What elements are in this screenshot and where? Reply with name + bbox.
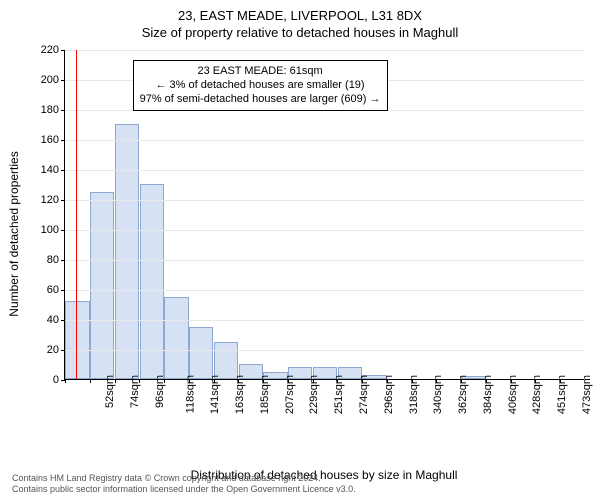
y-tick-label: 80: [31, 254, 59, 266]
x-tick-label: 296sqm: [383, 375, 395, 414]
x-tick-label: 141sqm: [210, 375, 222, 414]
x-tick-mark: [461, 379, 462, 383]
chart-title-line2: Size of property relative to detached ho…: [6, 25, 594, 40]
x-tick-label: 384sqm: [482, 375, 494, 414]
annotation-line1: 23 EAST MEADE: 61sqm: [140, 64, 381, 78]
x-tick-label: 251sqm: [333, 375, 345, 414]
x-tick-label: 428sqm: [531, 375, 543, 414]
x-tick-label: 274sqm: [358, 375, 370, 414]
gridline: [65, 350, 584, 351]
x-tick-mark: [535, 379, 536, 383]
footer-line2: Contains public sector information licen…: [12, 484, 588, 496]
y-tick-mark: [61, 140, 65, 141]
x-tick-mark: [436, 379, 437, 383]
chart-wrap: Number of detached properties 0204060801…: [6, 44, 594, 424]
gridline: [65, 50, 584, 51]
x-tick-mark: [115, 379, 116, 383]
x-tick-label: 118sqm: [184, 375, 196, 413]
x-tick-mark: [90, 379, 91, 383]
histogram-bar: [189, 327, 213, 380]
gridline: [65, 170, 584, 171]
y-tick-label: 180: [31, 104, 59, 116]
x-tick-label: 362sqm: [457, 375, 469, 414]
y-tick-label: 100: [31, 224, 59, 236]
x-tick-mark: [313, 379, 314, 383]
x-tick-mark: [189, 379, 190, 383]
y-tick-mark: [61, 80, 65, 81]
x-tick-label: 185sqm: [259, 375, 271, 414]
x-tick-mark: [486, 379, 487, 383]
footer-attribution: Contains HM Land Registry data © Crown c…: [6, 469, 594, 496]
footer-line1: Contains HM Land Registry data © Crown c…: [12, 473, 588, 485]
y-tick-label: 220: [31, 44, 59, 56]
y-tick-label: 140: [31, 164, 59, 176]
y-tick-mark: [61, 260, 65, 261]
x-tick-label: 406sqm: [507, 375, 519, 414]
y-tick-mark: [61, 230, 65, 231]
x-tick-label: 318sqm: [408, 375, 420, 414]
y-tick-label: 20: [31, 344, 59, 356]
chart-title-line1: 23, EAST MEADE, LIVERPOOL, L31 8DX: [6, 8, 594, 23]
annotation-line2: ← 3% of detached houses are smaller (19): [140, 78, 381, 92]
reference-line: [76, 50, 77, 379]
x-tick-mark: [164, 379, 165, 383]
histogram-bar: [115, 124, 139, 379]
x-tick-label: 340sqm: [432, 375, 444, 414]
x-tick-mark: [412, 379, 413, 383]
gridline: [65, 260, 584, 261]
x-tick-mark: [362, 379, 363, 383]
y-tick-mark: [61, 350, 65, 351]
y-tick-label: 200: [31, 74, 59, 86]
histogram-bar: [65, 301, 89, 379]
x-tick-mark: [65, 379, 66, 383]
x-tick-label: 207sqm: [284, 375, 296, 414]
gridline: [65, 230, 584, 231]
y-tick-mark: [61, 290, 65, 291]
x-tick-mark: [288, 379, 289, 383]
annotation-box: 23 EAST MEADE: 61sqm← 3% of detached hou…: [133, 60, 388, 111]
x-tick-mark: [511, 379, 512, 383]
y-tick-mark: [61, 200, 65, 201]
y-tick-label: 160: [31, 134, 59, 146]
x-tick-label: 163sqm: [234, 375, 246, 414]
x-tick-mark: [263, 379, 264, 383]
y-tick-label: 0: [31, 374, 59, 386]
plot-area: 02040608010012014016018020022052sqm74sqm…: [64, 50, 584, 380]
x-tick-mark: [560, 379, 561, 383]
y-tick-label: 40: [31, 314, 59, 326]
x-tick-label: 473sqm: [581, 375, 593, 414]
x-tick-mark: [214, 379, 215, 383]
x-tick-mark: [387, 379, 388, 383]
y-tick-mark: [61, 110, 65, 111]
gridline: [65, 290, 584, 291]
gridline: [65, 320, 584, 321]
x-tick-mark: [337, 379, 338, 383]
x-tick-mark: [238, 379, 239, 383]
x-tick-label: 451sqm: [556, 375, 568, 414]
gridline: [65, 200, 584, 201]
y-tick-mark: [61, 320, 65, 321]
x-tick-mark: [139, 379, 140, 383]
annotation-line3: 97% of semi-detached houses are larger (…: [140, 92, 381, 106]
y-tick-mark: [61, 170, 65, 171]
histogram-bar: [164, 297, 188, 380]
y-tick-mark: [61, 50, 65, 51]
y-tick-label: 60: [31, 284, 59, 296]
chart-container: 23, EAST MEADE, LIVERPOOL, L31 8DX Size …: [0, 0, 600, 500]
gridline: [65, 140, 584, 141]
x-tick-label: 229sqm: [309, 375, 321, 414]
histogram-bar: [214, 342, 238, 380]
y-axis-label: Number of detached properties: [7, 151, 21, 316]
y-tick-label: 120: [31, 194, 59, 206]
